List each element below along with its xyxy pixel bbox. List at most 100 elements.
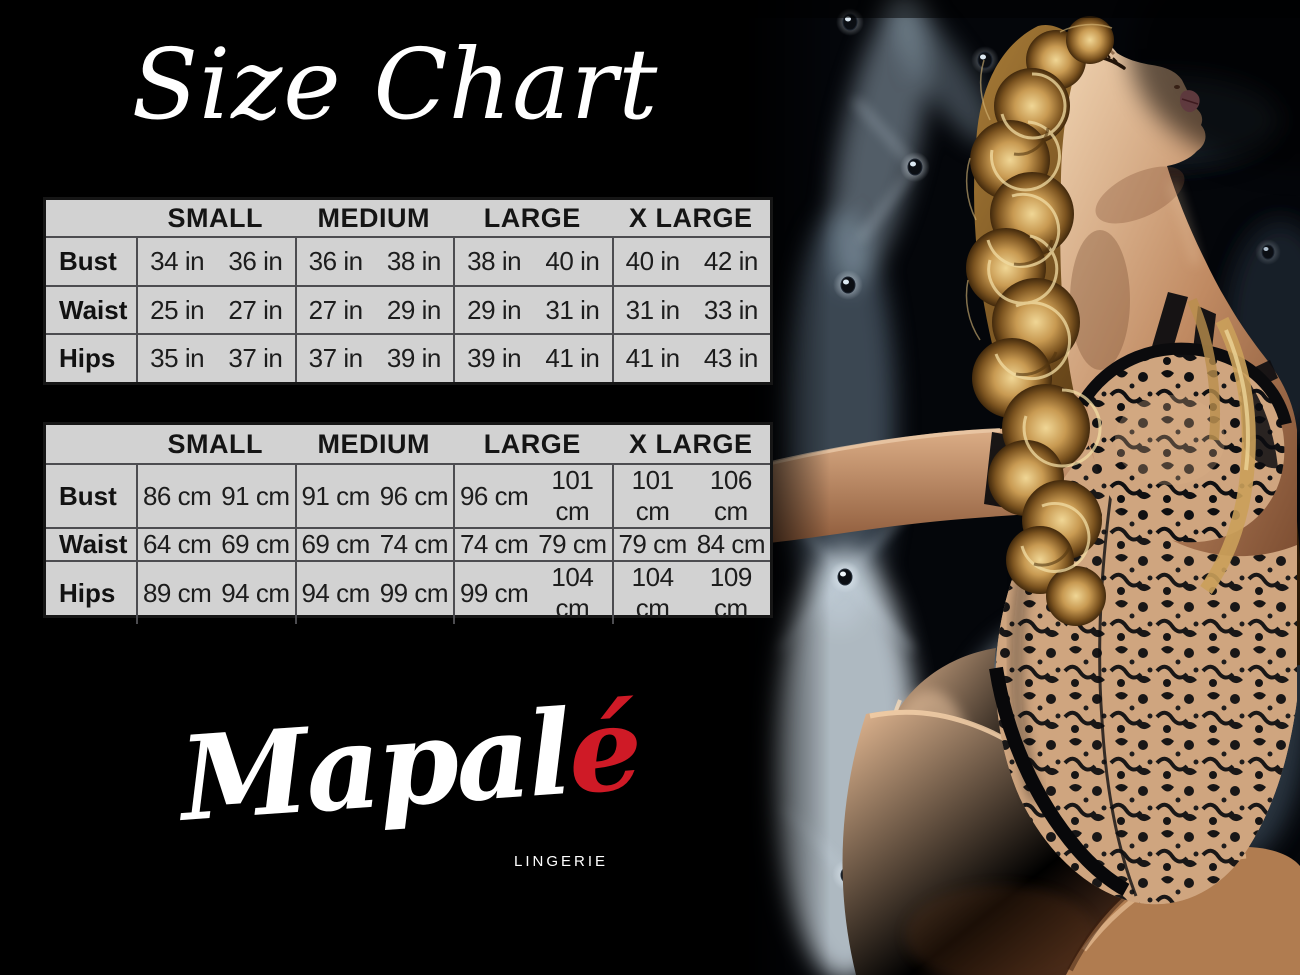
table-row-waist: Waist 64 cm 69 cm 69 cm 74 cm 74 cm 79 cm 7… (46, 527, 770, 560)
page-title: Size Chart (131, 28, 659, 141)
value: 41 in (625, 343, 680, 374)
value: 106 cm (709, 465, 752, 526)
cell-small: 25 in 27 in (136, 286, 295, 334)
value: 99 cm (459, 577, 529, 608)
row-label: Waist (59, 529, 128, 559)
value: 74 cm (379, 529, 449, 559)
brand-logo: Mapalé (145, 680, 675, 848)
cell-large: 39 in 41 in (453, 335, 612, 383)
row-label: Hips (59, 343, 116, 374)
header-medium: MEDIUM (317, 202, 430, 233)
brand-tagline: LINGERIE (514, 853, 609, 870)
value: 39 in (386, 343, 441, 374)
value: 104 cm (631, 562, 674, 623)
value: 69 cm (221, 529, 290, 559)
value: 25 in (150, 294, 205, 325)
cell-large: 96 cm 101 cm (453, 465, 612, 527)
cell-small: 86 cm 91 cm (136, 465, 295, 527)
model-thigh (842, 709, 1178, 975)
value: 41 in (545, 343, 600, 374)
value: 84 cm (696, 529, 766, 559)
value: 64 cm (142, 529, 212, 559)
size-table-inches: SMALL MEDIUM LARGE X LARGE Bust 34 in 36 … (43, 197, 773, 385)
size-table-inches-header: SMALL MEDIUM LARGE X LARGE (46, 200, 770, 238)
value: 27 in (308, 294, 363, 325)
cell-xlarge: 104 cm 109 cm (611, 562, 771, 624)
hair-frizz (965, 23, 1113, 341)
cell-medium: 69 cm 74 cm (294, 529, 454, 560)
header-small: SMALL (167, 202, 263, 233)
value: 36 in (308, 245, 363, 276)
model-photo (740, 0, 1300, 975)
value: 94 cm (221, 577, 290, 608)
cell-medium: 36 in 38 in (294, 238, 454, 285)
header-large: LARGE (483, 428, 581, 459)
model-photo-illustration (740, 0, 1300, 975)
value: 91 cm (221, 480, 290, 511)
header-xlarge: X LARGE (628, 202, 753, 233)
value: 29 in (386, 294, 441, 325)
brand-logo-accent-letter: é (563, 680, 645, 821)
cell-xlarge: 41 in 43 in (611, 335, 771, 383)
value: 31 in (545, 294, 600, 325)
header-large: LARGE (483, 202, 581, 233)
value: 86 cm (142, 480, 212, 511)
cell-xlarge: 101 cm 106 cm (611, 465, 771, 527)
cell-small: 89 cm 94 cm (136, 562, 295, 624)
bodysuit-hem (989, 666, 1130, 897)
hair-strands-right (1187, 297, 1256, 595)
cell-medium: 37 in 39 in (294, 335, 454, 383)
value: 42 in (703, 245, 758, 276)
value: 36 in (228, 245, 283, 276)
value: 37 in (228, 343, 283, 374)
row-label: Hips (59, 577, 116, 608)
value: 40 in (625, 245, 680, 276)
value: 27 in (228, 294, 283, 325)
size-table-centimeters: SMALL MEDIUM LARGE X LARGE Bust 86 cm 91 … (43, 422, 773, 624)
cell-large: 74 cm 79 cm (453, 529, 612, 560)
cell-xlarge: 31 in 33 in (611, 286, 771, 334)
value: 31 in (625, 294, 680, 325)
value: 91 cm (301, 480, 370, 511)
value: 99 cm (379, 577, 449, 608)
value: 89 cm (142, 577, 212, 608)
value: 74 cm (459, 529, 529, 559)
brand-logo-wordmark: Mapalé (176, 680, 644, 848)
row-label: Waist (59, 294, 128, 325)
value: 35 in (150, 343, 205, 374)
row-label: Bust (59, 245, 117, 276)
value: 37 in (308, 343, 363, 374)
value: 109 cm (709, 562, 752, 623)
value: 38 in (467, 245, 522, 276)
photo-vignette (740, 0, 1300, 975)
cell-large: 29 in 31 in (453, 286, 612, 334)
value: 40 in (545, 245, 600, 276)
header-small: SMALL (167, 428, 263, 459)
model-figure (740, 16, 1300, 975)
value: 79 cm (618, 529, 687, 559)
hair-front-curls (965, 16, 1114, 626)
header-xlarge: X LARGE (628, 428, 753, 459)
value: 43 in (703, 343, 758, 374)
value: 39 in (467, 343, 522, 374)
table-row-hips: Hips 89 cm 94 cm 94 cm 99 cm 99 cm 104 cm 1… (46, 560, 770, 624)
cell-xlarge: 79 cm 84 cm (611, 529, 771, 560)
cell-small: 35 in 37 in (136, 335, 295, 383)
value: 104 cm (551, 562, 594, 623)
value: 79 cm (538, 529, 607, 559)
table-row-bust: Bust 86 cm 91 cm 91 cm 96 cm 96 cm 101 cm 1… (46, 465, 770, 527)
brand-logo-main: Mapal (175, 685, 574, 848)
cell-medium: 27 in 29 in (294, 286, 454, 334)
value: 96 cm (379, 480, 449, 511)
cell-large: 38 in 40 in (453, 238, 612, 285)
row-label: Bust (59, 480, 117, 511)
cell-large: 99 cm 104 cm (453, 562, 612, 624)
value: 34 in (150, 245, 205, 276)
value: 38 in (386, 245, 441, 276)
header-medium: MEDIUM (317, 428, 430, 459)
cell-small: 34 in 36 in (136, 238, 295, 285)
table-row-hips: Hips 35 in 37 in 37 in 39 in 39 in 41 in 41… (46, 333, 771, 383)
table-row-bust: Bust 34 in 36 in 36 in 38 in 38 in 40 in 40… (46, 238, 770, 285)
table-row-waist: Waist 25 in 27 in 27 in 29 in 29 in 31 in 3… (46, 284, 771, 334)
